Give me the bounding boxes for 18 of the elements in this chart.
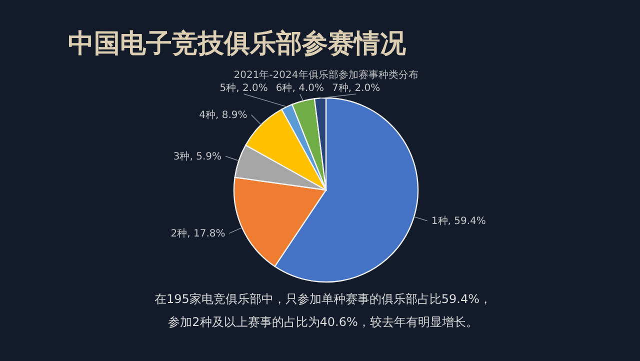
data-label: , 5.9% xyxy=(190,151,222,162)
slice-label: 2种 xyxy=(170,227,188,240)
slice-label: 1种 xyxy=(431,214,448,227)
data-label: , 4.0% xyxy=(292,83,324,94)
chart-subtitle: 2021年-2024年俱乐部参加赛事种类分布 xyxy=(234,69,418,81)
slice-label: 4种 xyxy=(199,108,216,121)
slice-label: 7种 xyxy=(332,82,348,94)
text: 参加2种及以上赛事的占比为40.6%，较去年有明显增长。 xyxy=(168,315,478,329)
slice-label: 5种 xyxy=(220,82,236,94)
text: 在195家电竞俱乐部中，只参加单种赛事的俱乐部占比59.4%， xyxy=(154,292,492,306)
data-label: , 17.8% xyxy=(187,228,226,240)
slice-label: 6种 xyxy=(276,82,292,94)
chart-title: 中国电子竞技俱乐部参赛情况 xyxy=(68,29,407,59)
data-label: , 2.0% xyxy=(236,83,268,94)
slice-label: 3种 xyxy=(173,150,190,162)
data-label: , 59.4% xyxy=(448,216,486,227)
data-label: , 8.9% xyxy=(216,110,248,121)
data-label: , 2.0% xyxy=(348,83,380,94)
